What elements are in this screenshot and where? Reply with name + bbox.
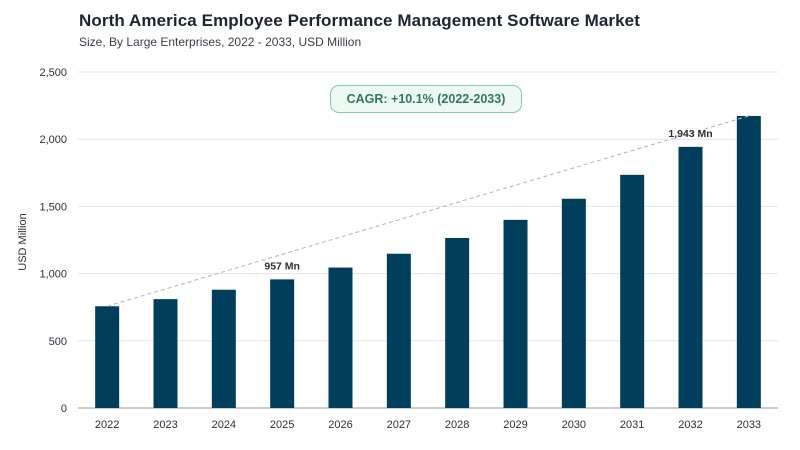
bar-2025 — [270, 279, 295, 408]
bar-2032 — [678, 146, 703, 409]
bar-2033 — [736, 115, 761, 409]
x-tick-label: 2026 — [328, 419, 352, 431]
y-tick-label: 500 — [49, 336, 67, 348]
bar-2031 — [620, 174, 645, 408]
x-tick-label: 2027 — [387, 419, 411, 431]
cagr-badge: CAGR: +10.1% (2022-2033) — [330, 85, 522, 113]
y-tick-label: 2,500 — [39, 67, 67, 79]
bar-2023 — [153, 299, 178, 408]
x-tick-label: 2031 — [620, 419, 644, 431]
bar-2022 — [95, 306, 120, 408]
x-tick-label: 2024 — [212, 419, 236, 431]
x-tick-label: 2023 — [153, 419, 177, 431]
y-tick-label: 0 — [61, 403, 67, 415]
x-tick-label: 2032 — [678, 419, 702, 431]
y-axis-label: USD Million — [17, 213, 29, 270]
y-tick-label: 1,500 — [39, 201, 67, 213]
chart-header: North America Employee Performance Manag… — [79, 10, 779, 51]
y-tick-label: 1,000 — [39, 269, 67, 281]
x-tick-label: 2028 — [445, 419, 469, 431]
x-tick-label: 2033 — [737, 419, 761, 431]
trend-line — [107, 115, 749, 307]
y-tick-label: 2,000 — [39, 134, 67, 146]
value-annotation: 1,943 Mn — [668, 128, 712, 140]
chart-subtitle: Size, By Large Enterprises, 2022 - 2033,… — [79, 35, 362, 49]
bar-2028 — [445, 237, 470, 408]
bar-2026 — [328, 267, 353, 408]
bar-2027 — [386, 253, 411, 408]
chart-title: North America Employee Performance Manag… — [79, 11, 640, 30]
x-tick-label: 2025 — [270, 419, 294, 431]
x-tick-label: 2030 — [562, 419, 586, 431]
x-tick-label: 2022 — [95, 419, 119, 431]
bar-2029 — [503, 219, 528, 408]
bar-2030 — [561, 198, 586, 408]
value-annotation: 957 Mn — [264, 260, 300, 272]
bar-2024 — [211, 289, 236, 408]
x-tick-label: 2029 — [503, 419, 527, 431]
